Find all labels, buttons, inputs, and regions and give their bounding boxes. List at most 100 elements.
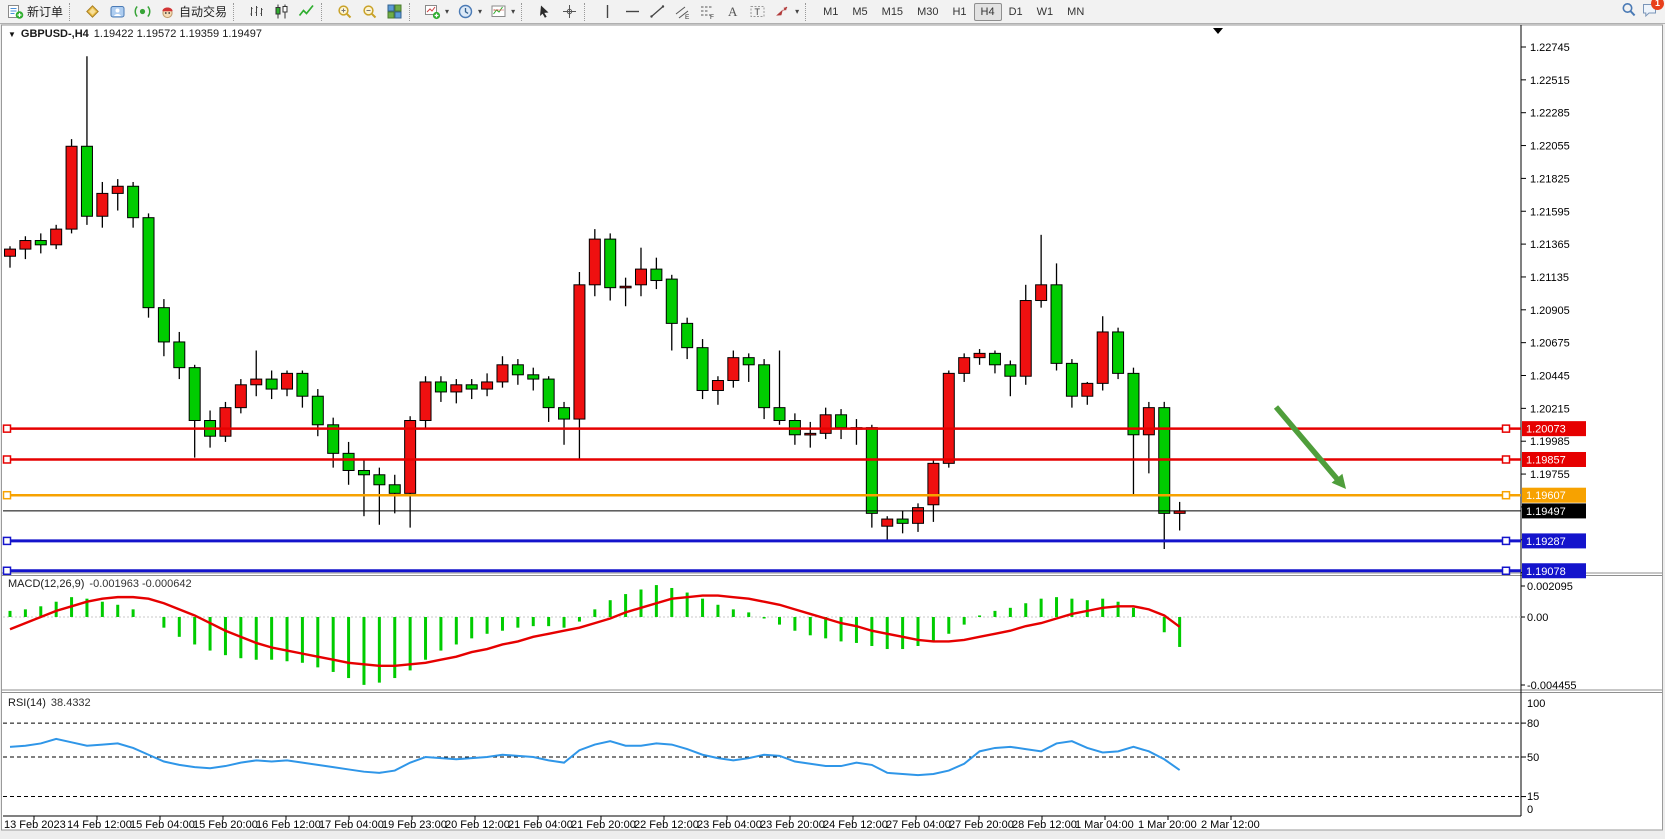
line-anchor[interactable] [1501, 536, 1511, 546]
chart-shift-marker-icon[interactable] [1213, 28, 1223, 34]
new-order-button[interactable]: 新订单 [3, 0, 67, 23]
line-anchor[interactable] [2, 566, 12, 576]
time-tick-label: 22 Feb 12:00 [634, 819, 699, 831]
timeframe-button-m30[interactable]: M30 [917, 5, 939, 18]
price-tick-label: 1.22285 [1530, 108, 1570, 120]
dropdown-caret-icon[interactable]: ▾ [478, 7, 483, 16]
profiles-button[interactable]: ▾ [453, 0, 486, 23]
notification-badge: 1 [1651, 0, 1664, 10]
timeframe-button-mn[interactable]: MN [1067, 5, 1085, 18]
line-chart-icon [298, 3, 315, 20]
timeframe-button-d1[interactable]: D1 [1008, 5, 1023, 18]
candle-body [573, 284, 586, 420]
navigator-button[interactable] [105, 0, 130, 23]
candle-body [404, 420, 417, 494]
zoom-in-button[interactable] [332, 0, 357, 23]
dropdown-caret-icon[interactable]: ▾ [795, 7, 800, 16]
chevron-down-icon[interactable]: ▼ [8, 29, 16, 39]
gold-bars-button[interactable] [80, 0, 105, 23]
line-anchor[interactable] [1501, 455, 1511, 464]
candle-body [434, 381, 447, 393]
main-chart-area[interactable] [3, 40, 1521, 573]
time-tick-label: 17 Feb 04:00 [319, 819, 384, 831]
dropdown-caret-icon[interactable]: ▾ [511, 7, 516, 16]
horizontal-line-1.20073[interactable] [2, 424, 1521, 433]
arrows-button[interactable]: ▾ [770, 0, 803, 23]
line-anchor[interactable] [2, 536, 12, 546]
autotrading-button[interactable]: 自动交易 [155, 0, 231, 23]
candle-body [281, 372, 294, 390]
cursor-button[interactable] [532, 0, 557, 23]
rsi-name: RSI(14) [8, 697, 46, 709]
timeframe-button-w1[interactable]: W1 [1036, 5, 1054, 18]
line-anchor[interactable] [2, 455, 12, 464]
equidistant-channel-icon: E [674, 3, 691, 20]
price-badge-1.19287: 1.19287 [1522, 533, 1586, 549]
button-label: 新订单 [27, 5, 64, 19]
macd-axis-label: 0.00 [1527, 612, 1548, 624]
horizontal-line-icon [624, 3, 641, 20]
horizontal-line-button[interactable] [620, 0, 645, 23]
timeframe-button-h4[interactable]: H4 [973, 2, 1002, 21]
price-badge-1.20073: 1.20073 [1522, 421, 1586, 437]
rsi-axis-label: 15 [1527, 791, 1539, 803]
new-chart-button[interactable]: ▾ [420, 0, 453, 23]
candle-body [388, 484, 401, 494]
text-label-button[interactable]: T [745, 0, 770, 23]
tile-windows-button[interactable] [382, 0, 407, 23]
candle-body [835, 414, 848, 429]
candle-body [634, 268, 647, 286]
templates-button[interactable]: ▾ [486, 0, 519, 23]
fibonacci-button[interactable]: F [695, 0, 720, 23]
arrows-icon [774, 3, 791, 20]
macd-panel[interactable] [8, 585, 1182, 685]
line-anchor[interactable] [2, 424, 12, 433]
candle-body [50, 228, 63, 246]
line-anchor[interactable] [2, 490, 12, 500]
horizontal-line-1.19857[interactable] [2, 455, 1521, 464]
search-icon[interactable] [1620, 1, 1637, 23]
horizontal-line-1.19607[interactable] [2, 490, 1521, 500]
dropdown-caret-icon[interactable]: ▾ [445, 7, 450, 16]
timeframe-button-m5[interactable]: M5 [852, 5, 868, 18]
crosshair-button[interactable] [557, 0, 582, 23]
timeframe-button-h1[interactable]: H1 [952, 5, 967, 18]
horizontal-line-1.19287[interactable] [2, 536, 1521, 546]
price-tick-label: 1.20675 [1530, 338, 1570, 350]
text-button[interactable]: A [720, 0, 745, 23]
macd-axis-label: -0.004455 [1527, 680, 1577, 692]
line-anchor[interactable] [1501, 490, 1511, 500]
candle-body [896, 518, 909, 524]
time-tick-label: 16 Feb 12:00 [256, 819, 321, 831]
line-chart-button[interactable] [294, 0, 319, 23]
navigator-icon [109, 3, 126, 20]
svg-text:A: A [728, 4, 738, 19]
svg-text:T: T [755, 7, 761, 17]
trendline-button[interactable] [645, 0, 670, 23]
market-depth-button[interactable] [130, 0, 155, 23]
zoom-out-button[interactable] [357, 0, 382, 23]
price-badge-1.19078: 1.19078 [1522, 563, 1586, 579]
candlestick-chart-button[interactable] [269, 0, 294, 23]
notifications-button[interactable]: 1 [1641, 0, 1664, 23]
timeframe-button-m1[interactable]: M1 [823, 5, 839, 18]
time-tick-label: 1 Mar 20:00 [1138, 819, 1197, 831]
top-toolbar: 新订单 自动交易 ▾ ▾ ▾ E F A T ▾ M1 M5 M15 M30 H1 H4 D1 W1 MN 1 [0, 0, 1665, 24]
vertical-line-button[interactable] [595, 0, 620, 23]
timeframe-button-m15[interactable]: M15 [881, 5, 904, 18]
rsi-panel[interactable] [9, 737, 1181, 777]
rsi-axis-label: 50 [1527, 752, 1539, 764]
text-icon: A [724, 3, 741, 20]
line-anchor[interactable] [1501, 424, 1511, 433]
candle-body [588, 238, 601, 286]
bar-chart-button[interactable] [244, 0, 269, 23]
arrowhead [1331, 473, 1346, 489]
equidistant-channel-button[interactable]: E [670, 0, 695, 23]
price-tick-label: 1.20215 [1530, 403, 1570, 415]
zoom-in-icon [336, 3, 353, 20]
trend-arrow-annotation[interactable] [1273, 405, 1346, 489]
horizontal-line-1.19078[interactable] [2, 566, 1521, 576]
line-anchor[interactable] [1501, 566, 1511, 576]
